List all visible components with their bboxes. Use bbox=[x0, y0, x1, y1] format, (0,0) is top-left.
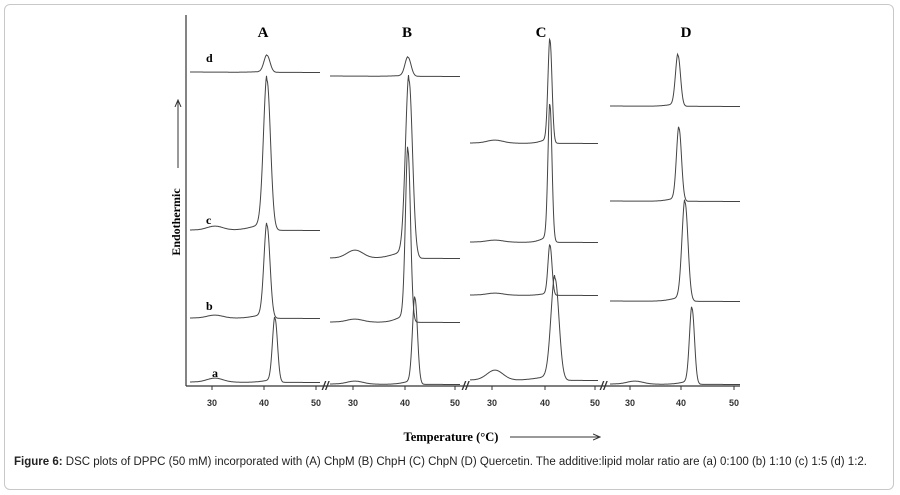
x-tick-label: 50 bbox=[311, 398, 321, 408]
panel-label: C bbox=[536, 25, 547, 41]
x-tick-label: 40 bbox=[540, 398, 550, 408]
dsc-figure: Endothermic Temperature (°C) A30 40 50//B3… bbox=[169, 15, 740, 444]
dsc-curve bbox=[470, 243, 598, 296]
curve-label: b bbox=[206, 299, 213, 313]
dsc-curve bbox=[330, 74, 460, 259]
dsc-curve bbox=[330, 56, 460, 77]
dsc-curve bbox=[470, 274, 598, 381]
curve-label: a bbox=[212, 366, 218, 380]
x-tick-label: 30 bbox=[207, 398, 217, 408]
x-tick-label: 40 bbox=[400, 398, 410, 408]
caption-text: DSC plots of DPPC (50 mM) incorporated w… bbox=[62, 456, 867, 468]
caption-lead: Figure 6: bbox=[14, 456, 63, 468]
dsc-curve bbox=[470, 103, 598, 243]
caption: Figure 6: DSC plots of DPPC (50 mM) inco… bbox=[14, 456, 867, 468]
dsc-curve bbox=[610, 306, 740, 385]
axis-break: // bbox=[461, 379, 470, 393]
x-tick-label: 50 bbox=[729, 398, 739, 408]
figure-frame bbox=[4, 4, 894, 490]
x-tick-label: 40 bbox=[676, 398, 686, 408]
dsc-curve bbox=[610, 52, 740, 107]
panel-label: A bbox=[258, 25, 269, 41]
dsc-curve bbox=[190, 75, 320, 231]
x-tick-label: 50 bbox=[590, 398, 600, 408]
x-label: Temperature (°C) bbox=[404, 430, 499, 444]
x-tick-label: 30 bbox=[487, 398, 497, 408]
x-tick-label: 30 bbox=[348, 398, 358, 408]
x-tick-label: 50 bbox=[450, 398, 460, 408]
curve-label: c bbox=[206, 213, 212, 227]
dsc-curve bbox=[470, 37, 598, 144]
curve-label: d bbox=[206, 51, 213, 65]
dsc-curve bbox=[190, 54, 320, 73]
dsc-curve bbox=[610, 126, 740, 202]
panel-label: B bbox=[402, 25, 412, 41]
dsc-curve bbox=[190, 316, 320, 383]
dsc-curve bbox=[330, 296, 460, 385]
axis-break: // bbox=[321, 379, 330, 393]
y-label: Endothermic bbox=[169, 188, 183, 256]
dsc-curve bbox=[330, 146, 460, 323]
dsc-curve bbox=[610, 199, 740, 302]
dsc-curve bbox=[190, 222, 320, 319]
x-tick-label: 30 bbox=[625, 398, 635, 408]
axis-break: // bbox=[599, 379, 608, 393]
x-tick-label: 40 bbox=[259, 398, 269, 408]
panel-label: D bbox=[681, 25, 692, 41]
